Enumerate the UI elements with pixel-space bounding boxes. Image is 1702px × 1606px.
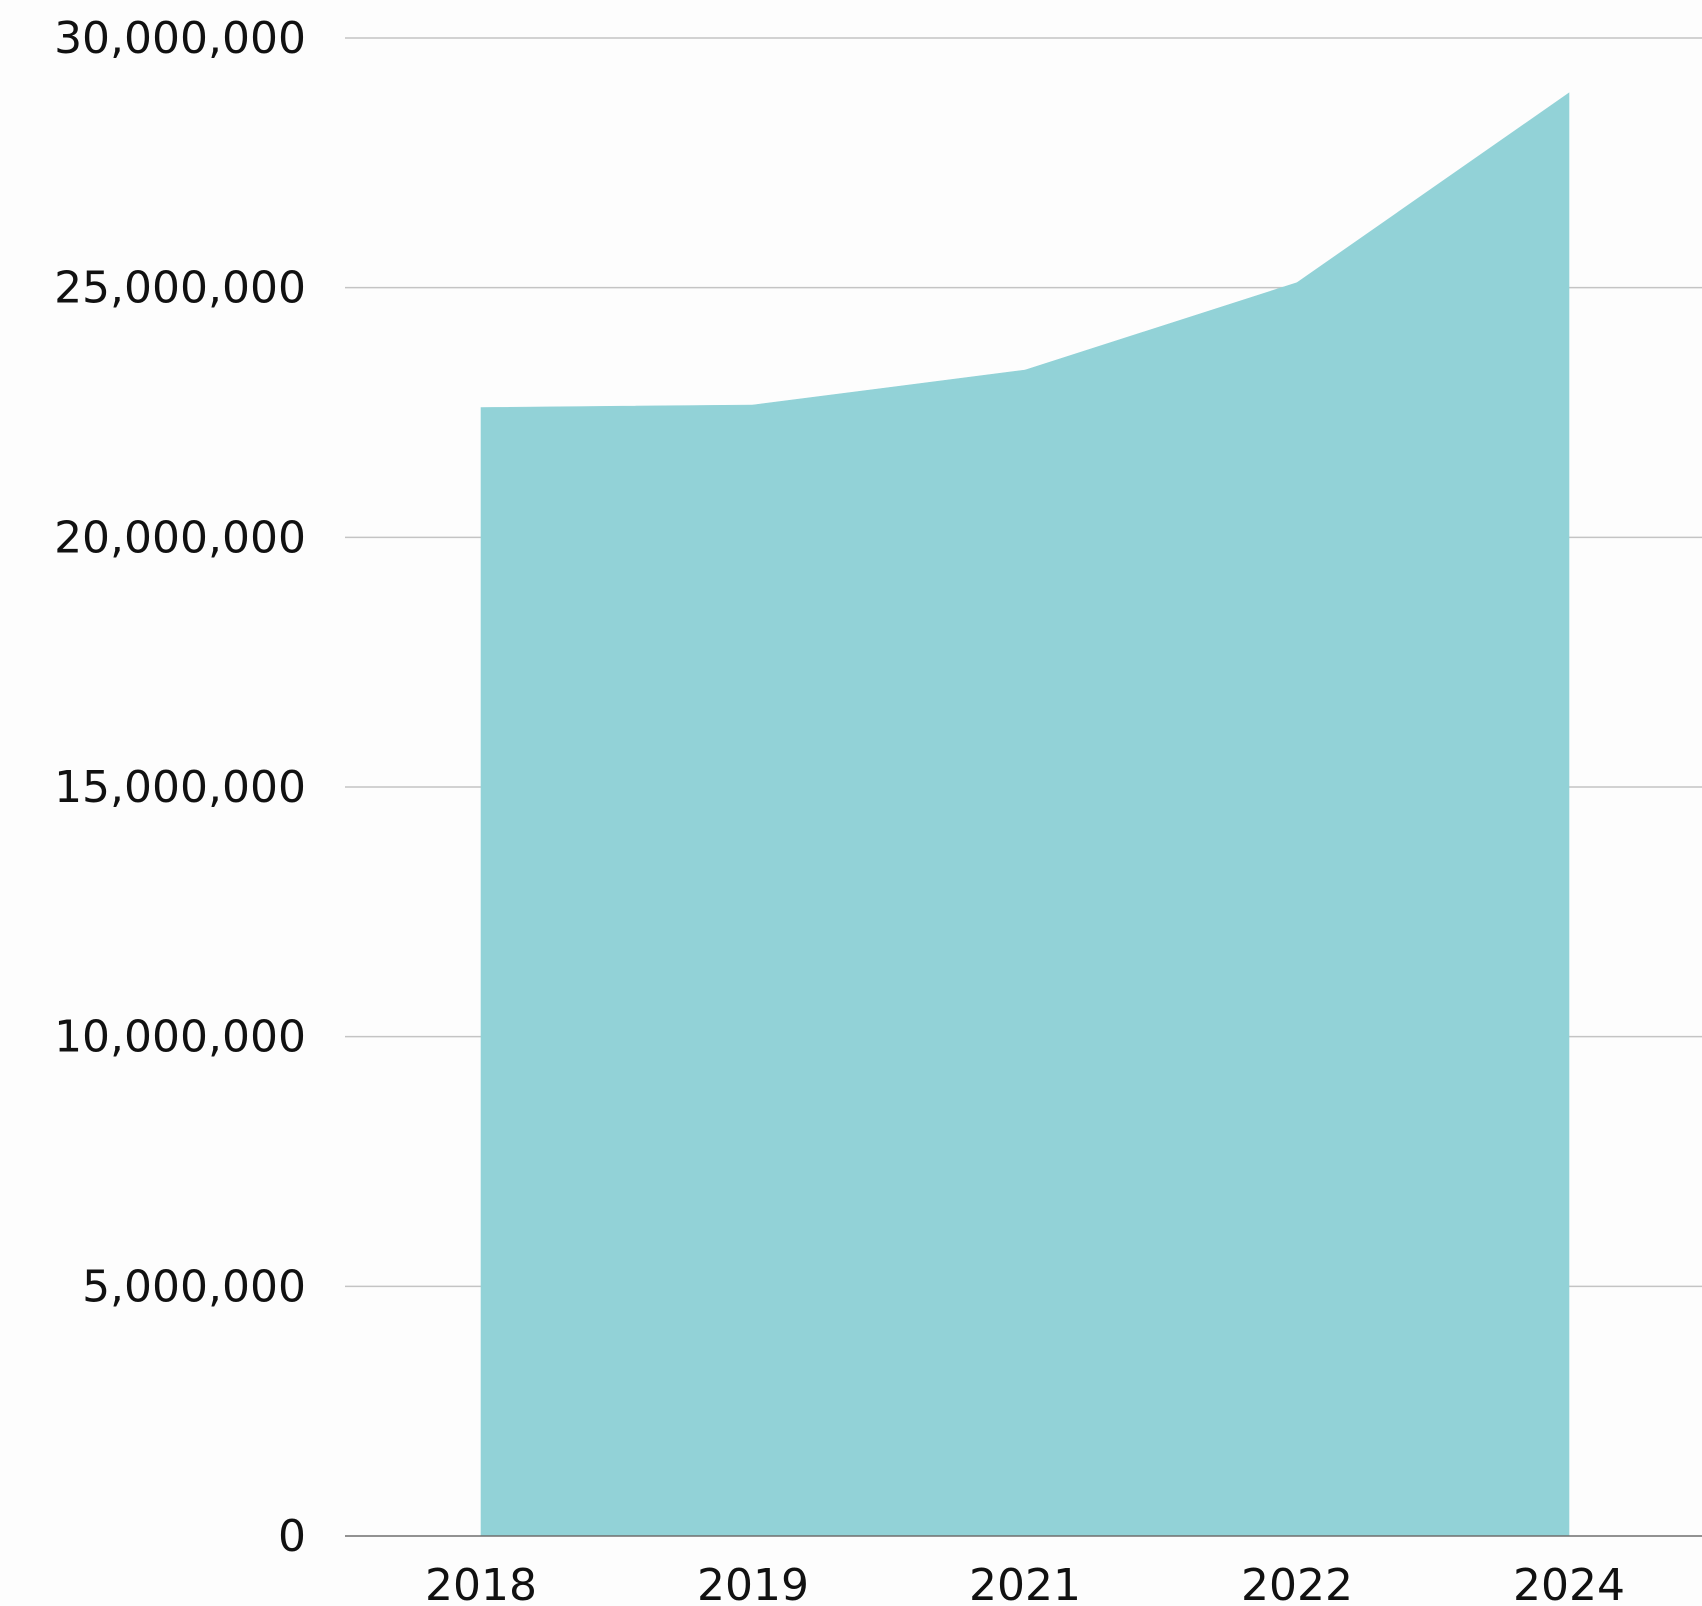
y-tick-label: 30,000,000 bbox=[54, 13, 306, 64]
area-segment-2018-2019 bbox=[480, 404, 754, 1537]
y-tick-label: 15,000,000 bbox=[54, 762, 306, 813]
area-segment-2019-2021 bbox=[752, 369, 1026, 1537]
area-segment-2021-2022 bbox=[1024, 282, 1298, 1537]
x-tick-label: 2024 bbox=[1513, 1560, 1625, 1606]
y-tick-label: 0 bbox=[278, 1511, 306, 1562]
area-segment-2022-2024 bbox=[1296, 92, 1570, 1537]
y-tick-label: 20,000,000 bbox=[54, 512, 306, 563]
x-tick-label: 2022 bbox=[1241, 1560, 1353, 1606]
x-tick-label: 2019 bbox=[697, 1560, 809, 1606]
x-tick-label: 2018 bbox=[425, 1560, 537, 1606]
y-tick-label: 25,000,000 bbox=[54, 263, 306, 314]
x-axis-tick-labels: 2018 2019 2021 2022 2024 bbox=[425, 1560, 1625, 1606]
y-tick-label: 5,000,000 bbox=[82, 1261, 306, 1312]
y-axis-tick-labels: 0 5,000,000 10,000,000 15,000,000 20,000,000… bbox=[54, 13, 306, 1562]
y-tick-label: 10,000,000 bbox=[54, 1012, 306, 1063]
area-series bbox=[480, 92, 1570, 1537]
x-tick-label: 2021 bbox=[969, 1560, 1081, 1606]
